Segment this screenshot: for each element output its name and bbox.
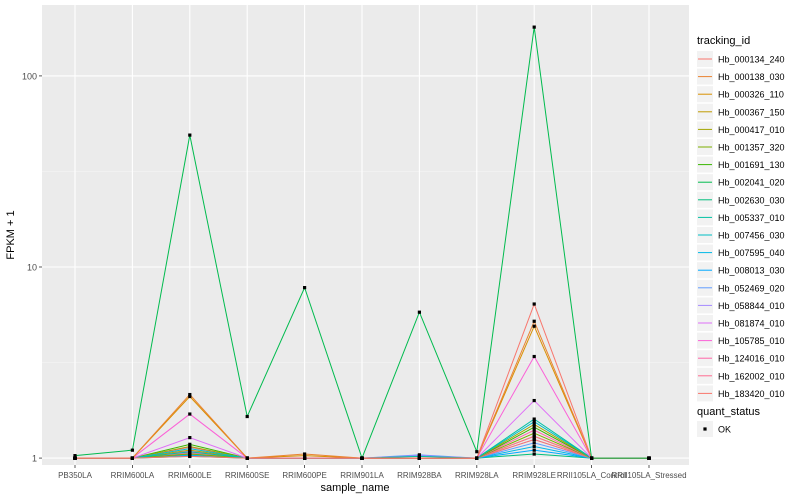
data-point [73, 454, 77, 458]
data-point [475, 456, 479, 460]
legend-label: Hb_000134_240 [718, 55, 785, 65]
legend-label: Hb_162002_010 [718, 371, 785, 381]
data-point [647, 456, 651, 460]
x-tick-label: RRIM600LA [111, 471, 155, 480]
data-point [73, 456, 77, 460]
legend-label: Hb_081874_010 [718, 319, 785, 329]
data-point [532, 434, 536, 438]
data-point [188, 442, 192, 446]
legend: tracking_id Hb_000134_240Hb_000138_030Hb… [697, 35, 785, 437]
x-tick-label: RRIM928LA [455, 471, 499, 480]
legend-label: OK [718, 425, 731, 435]
data-point [532, 431, 536, 435]
legend-label: Hb_105785_010 [718, 336, 785, 346]
data-point [532, 302, 536, 306]
data-point [532, 444, 536, 449]
data-point [532, 417, 536, 421]
data-point [303, 454, 307, 458]
x-tick-label: RRIM928BA [397, 471, 442, 480]
data-point [188, 133, 192, 137]
data-point [532, 422, 536, 427]
data-point [532, 437, 536, 442]
legend-shape-items: OK [697, 421, 731, 437]
data-point [532, 425, 536, 429]
legend-shape-title: quant_status [697, 406, 760, 418]
data-point [417, 454, 421, 458]
x-tick-label: RRII105LA_Control [557, 471, 627, 480]
data-point [188, 435, 192, 440]
data-point [130, 456, 134, 460]
y-tick-label: 1 [32, 454, 37, 464]
data-point [303, 456, 307, 460]
data-point [188, 394, 192, 399]
data-point [245, 414, 249, 419]
data-point [188, 412, 192, 416]
data-point [475, 450, 479, 454]
y-axis-title: FPKM + 1 [5, 210, 17, 259]
data-point [532, 448, 536, 452]
x-tick-label: RRII105LA_Stressed [611, 471, 686, 480]
x-tick-label: RRIM928LE [512, 471, 556, 480]
data-point [532, 452, 536, 456]
data-point [417, 310, 421, 314]
series-points [73, 25, 651, 460]
legend-label: Hb_005337_010 [718, 213, 785, 223]
legend-key-square [703, 427, 707, 431]
x-tick-label: PB350LA [58, 471, 92, 480]
legend-label: Hb_008013_030 [718, 266, 785, 276]
data-point [532, 428, 536, 432]
data-point [532, 441, 536, 445]
legend-label: Hb_000367_150 [718, 107, 785, 117]
data-point [417, 456, 421, 460]
legend-label: Hb_002041_020 [718, 178, 785, 188]
data-point [532, 420, 536, 424]
x-tick-label: RRIM600PE [282, 471, 326, 480]
data-point [532, 319, 536, 323]
x-tick-label: RRIM901LA [340, 471, 384, 480]
x-tick-label: RRIM600LE [168, 471, 212, 480]
plot-panel [42, 5, 689, 465]
x-axis: PB350LA RRIM600LA RRIM600LE RRIM600SE RRIM60… [58, 465, 687, 480]
data-point [532, 398, 536, 403]
legend-label: Hb_001357_320 [718, 143, 785, 153]
legend-label: Hb_007456_030 [718, 231, 785, 241]
legend-label: Hb_052469_020 [718, 283, 785, 293]
legend-label: Hb_007595_040 [718, 248, 785, 258]
legend-color-items: Hb_000134_240 Hb_000138_030 Hb_000326_110 H… [697, 51, 785, 402]
data-point [188, 392, 192, 397]
data-point [130, 448, 134, 452]
data-point [188, 445, 192, 449]
minor-gridlines [42, 171, 689, 363]
y-tick-label: 10 [27, 262, 37, 272]
y-axis: 1 10 100 [22, 71, 42, 464]
legend-color-title: tracking_id [697, 35, 750, 47]
legend-label: Hb_000138_030 [718, 72, 785, 82]
y-tick-label: 100 [22, 71, 37, 81]
data-point [532, 354, 536, 359]
legend-label: Hb_002630_030 [718, 195, 785, 205]
legend-label: Hb_001691_130 [718, 160, 785, 170]
legend-label: Hb_000417_010 [718, 125, 785, 135]
legend-label: Hb_124016_010 [718, 354, 785, 364]
data-point [532, 324, 536, 328]
data-point [188, 452, 192, 456]
x-tick-label: RRIM600SE [225, 471, 269, 480]
legend-label: Hb_000326_110 [718, 90, 784, 100]
data-point [590, 456, 594, 460]
data-point [303, 286, 307, 290]
legend-label: Hb_058844_010 [718, 301, 785, 311]
data-point [532, 25, 536, 29]
legend-label: Hb_183420_010 [718, 389, 785, 399]
data-point [245, 456, 249, 460]
x-axis-title: sample_name [320, 482, 389, 494]
data-point [360, 456, 364, 460]
